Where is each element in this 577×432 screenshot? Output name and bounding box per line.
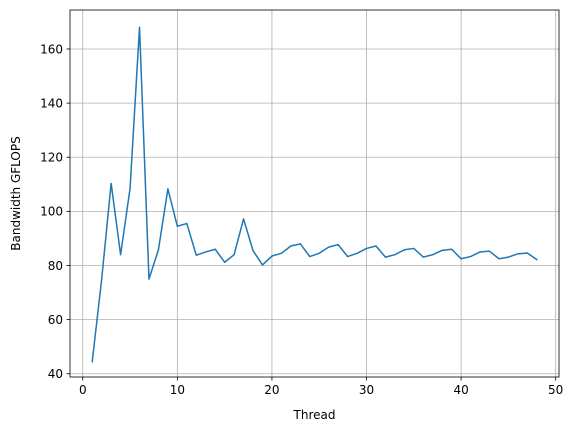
y-tick-label: 120 xyxy=(40,151,63,165)
x-tick-label: 40 xyxy=(453,383,468,397)
data-point xyxy=(233,254,235,256)
data-point xyxy=(394,254,396,256)
series-layer xyxy=(91,26,538,363)
data-point xyxy=(129,187,131,189)
data-point xyxy=(186,222,188,225)
axes-frame xyxy=(69,9,560,378)
data-point xyxy=(101,278,103,280)
x-tick-label: 20 xyxy=(264,383,279,397)
data-point xyxy=(375,245,377,247)
y-tick-label: 160 xyxy=(40,42,63,56)
data-point xyxy=(488,250,491,252)
data-point xyxy=(271,255,273,257)
data-point xyxy=(148,278,150,280)
data-point xyxy=(384,256,387,258)
series-line-1 xyxy=(91,26,538,363)
data-point xyxy=(261,264,264,266)
y-tick-label: 60 xyxy=(48,313,63,327)
data-point xyxy=(356,252,358,254)
data-point xyxy=(328,246,330,248)
data-point xyxy=(157,249,160,251)
data-point xyxy=(479,251,481,253)
data-point xyxy=(536,258,538,261)
data-point xyxy=(110,182,112,185)
data-point xyxy=(365,247,368,250)
data-point xyxy=(290,245,292,247)
y-axis-ticks: 40 60 80 100 120 140 160 xyxy=(40,42,70,381)
data-point xyxy=(451,248,453,250)
data-point xyxy=(224,261,226,263)
data-point xyxy=(441,249,443,251)
y-tick-label: 40 xyxy=(48,367,63,381)
x-tick-label: 30 xyxy=(359,383,374,397)
data-point xyxy=(347,255,349,258)
data-point xyxy=(280,252,282,254)
data-point xyxy=(252,250,254,252)
data-point xyxy=(498,258,500,260)
data-point xyxy=(120,254,122,256)
data-point xyxy=(214,248,216,250)
x-tick-label: 50 xyxy=(548,383,563,397)
x-axis-label: Thread xyxy=(293,408,336,422)
y-tick-label: 100 xyxy=(40,205,63,219)
x-tick-label: 0 xyxy=(79,383,87,397)
data-point xyxy=(167,188,169,190)
data-point xyxy=(138,26,141,28)
grid-lines xyxy=(70,10,559,377)
y-tick-label: 140 xyxy=(40,96,63,110)
x-axis-ticks: 0 10 20 30 40 50 xyxy=(79,377,563,397)
data-point xyxy=(469,255,472,258)
data-point xyxy=(460,258,462,260)
data-point xyxy=(299,243,301,245)
data-point xyxy=(195,254,197,256)
data-point xyxy=(413,247,415,250)
y-tick-label: 80 xyxy=(48,259,63,273)
data-point xyxy=(403,249,405,251)
data-point xyxy=(337,244,339,246)
data-point xyxy=(318,252,320,254)
y-axis-label: Bandwidth GFLOPS xyxy=(9,136,23,250)
data-point xyxy=(422,256,424,258)
x-tick-label: 10 xyxy=(170,383,185,397)
data-point xyxy=(526,252,528,254)
data-point xyxy=(205,251,207,253)
data-point xyxy=(309,255,311,258)
data-point xyxy=(91,360,93,363)
data-point xyxy=(517,253,519,255)
data-point xyxy=(242,218,245,220)
data-point xyxy=(176,225,178,227)
data-point xyxy=(507,256,509,258)
data-point xyxy=(432,254,434,256)
